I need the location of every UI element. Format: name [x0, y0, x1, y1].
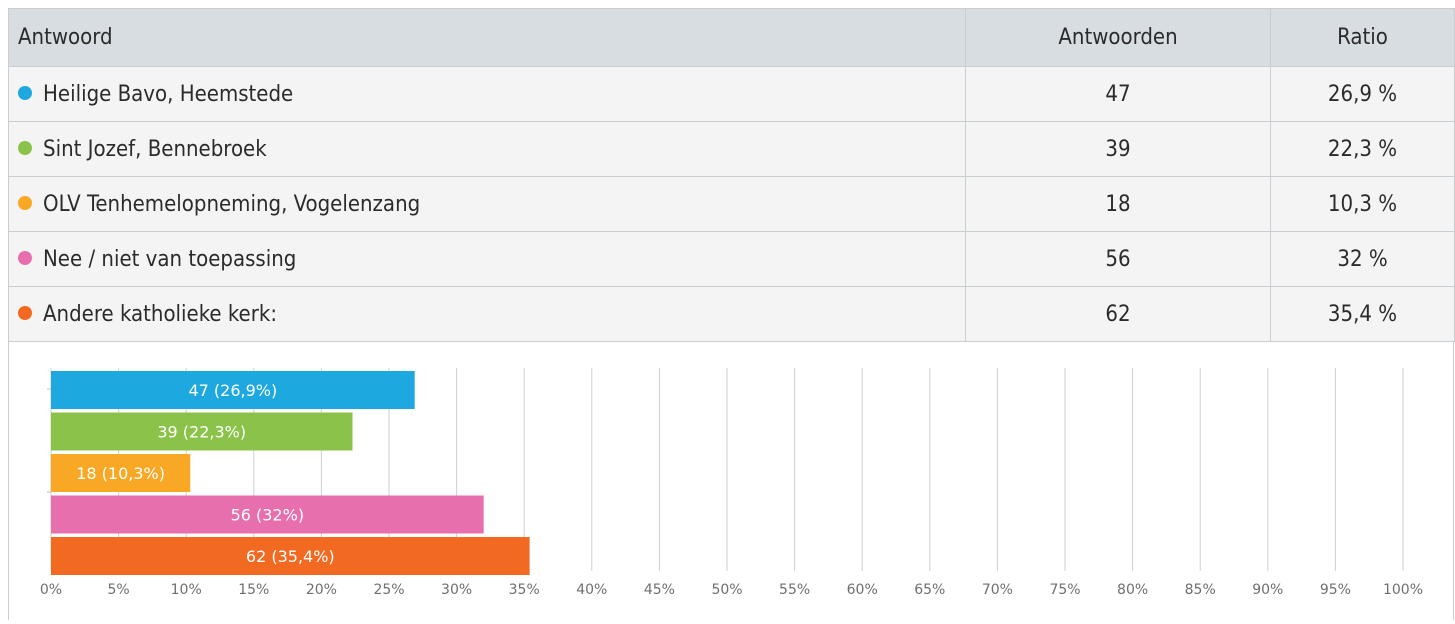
x-tick-label: 95% — [1320, 582, 1351, 598]
results-table: Antwoord Antwoorden Ratio Heilige Bavo, … — [8, 8, 1455, 342]
count-cell: 39 — [965, 121, 1271, 177]
answer-label: Sint Jozef, Bennebroek — [43, 136, 267, 162]
x-tick-label: 25% — [373, 582, 404, 598]
x-tick-label: 50% — [711, 582, 742, 598]
answer-cell: Nee / niet van toepassing — [8, 231, 966, 287]
bar-data-label: 62 (35,4%) — [246, 547, 335, 566]
answer-label: OLV Tenhemelopneming, Vogelenzang — [43, 191, 421, 217]
x-tick-label: 5% — [107, 582, 129, 598]
x-tick-label: 45% — [644, 582, 675, 598]
count-cell: 56 — [965, 231, 1271, 287]
x-tick-label: 90% — [1252, 582, 1283, 598]
x-tick-label: 75% — [1049, 582, 1080, 598]
bar-chart-svg: 47 (26,9%) 39 (22,3%) 18 (10,3%) 56 (32%) 62… — [40, 368, 1423, 598]
x-tick-label: 60% — [847, 582, 878, 598]
x-tick-label: 100% — [1383, 582, 1423, 598]
table-row: OLV Tenhemelopneming, Vogelenzang 18 10,… — [8, 176, 1455, 232]
answer-cell: Sint Jozef, Bennebroek — [8, 121, 966, 177]
count-cell: 47 — [965, 66, 1271, 122]
bar — [51, 537, 530, 575]
x-tick-label: 15% — [238, 582, 269, 598]
bar — [51, 412, 353, 451]
bar-data-label: 39 (22,3%) — [157, 423, 246, 442]
ratio-cell: 32 % — [1270, 231, 1455, 287]
table-row: Sint Jozef, Bennebroek 39 22,3 % — [8, 121, 1455, 177]
answer-cell: Heilige Bavo, Heemstede — [8, 66, 966, 122]
count-cell: 62 — [965, 286, 1271, 342]
table-header-row: Antwoord Antwoorden Ratio — [8, 8, 1455, 67]
header-count: Antwoorden — [965, 8, 1271, 67]
series-color-dot-icon — [18, 85, 32, 100]
answer-cell: OLV Tenhemelopneming, Vogelenzang — [8, 176, 966, 232]
header-ratio: Ratio — [1270, 8, 1455, 67]
bar — [51, 454, 191, 492]
series-color-dot-icon — [18, 195, 32, 210]
x-tick-label: 55% — [779, 582, 810, 598]
answer-label: Andere katholieke kerk: — [43, 301, 278, 327]
x-tick-label: 85% — [1185, 582, 1216, 598]
answer-label: Heilige Bavo, Heemstede — [43, 81, 294, 107]
bar-chart: 47 (26,9%) 39 (22,3%) 18 (10,3%) 56 (32%) 62… — [8, 346, 1454, 620]
answer-cell: Andere katholieke kerk: — [8, 286, 966, 342]
table-row: Nee / niet van toepassing 56 32 % — [8, 231, 1455, 287]
ratio-cell: 10,3 % — [1270, 176, 1455, 232]
series-color-dot-icon — [18, 140, 32, 155]
header-answer: Antwoord — [8, 8, 966, 67]
table-row: Heilige Bavo, Heemstede 47 26,9 % — [8, 66, 1455, 122]
x-tick-label: 70% — [982, 582, 1013, 598]
ratio-cell: 26,9 % — [1270, 66, 1455, 122]
x-tick-label: 35% — [509, 582, 540, 598]
x-tick-label: 0% — [40, 582, 62, 598]
answer-label: Nee / niet van toepassing — [43, 246, 297, 272]
x-tick-label: 40% — [576, 582, 607, 598]
table-row: Andere katholieke kerk: 62 35,4 % — [8, 286, 1455, 342]
series-color-dot-icon — [18, 250, 32, 265]
bar-data-label: 47 (26,9%) — [188, 381, 277, 400]
x-tick-label: 20% — [306, 582, 337, 598]
count-cell: 18 — [965, 176, 1271, 232]
x-tick-label: 80% — [1117, 582, 1148, 598]
x-tick-label: 65% — [914, 582, 945, 598]
bar — [51, 371, 415, 409]
x-tick-label: 10% — [171, 582, 202, 598]
ratio-cell: 22,3 % — [1270, 121, 1455, 177]
series-color-dot-icon — [18, 305, 32, 320]
x-tick-label: 30% — [441, 582, 472, 598]
bar-data-label: 18 (10,3%) — [76, 464, 165, 483]
ratio-cell: 35,4 % — [1270, 286, 1455, 342]
bar — [51, 495, 484, 534]
bar-data-label: 56 (32%) — [231, 506, 305, 525]
